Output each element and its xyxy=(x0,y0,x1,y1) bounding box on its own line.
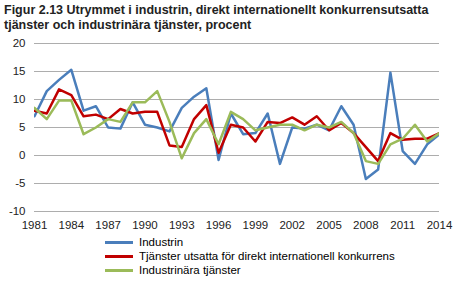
svg-text:1987: 1987 xyxy=(95,219,121,231)
svg-text:-10: -10 xyxy=(9,205,26,217)
svg-text:0: 0 xyxy=(19,149,25,161)
svg-text:15: 15 xyxy=(13,65,26,77)
svg-text:10: 10 xyxy=(13,93,26,105)
html-text:Figur 2.13 Utrymmet i industri: Figur 2.13 Utrymmet i industrin, direkt … xyxy=(4,3,429,32)
svg-text:2008: 2008 xyxy=(353,219,379,231)
svg-text:20: 20 xyxy=(13,37,26,49)
svg-text:1981: 1981 xyxy=(22,219,48,231)
svg-text:1993: 1993 xyxy=(169,219,195,231)
svg-text:1996: 1996 xyxy=(206,219,232,231)
svg-text:1999: 1999 xyxy=(243,219,269,231)
svg-text:5: 5 xyxy=(19,121,25,133)
svg-text:1990: 1990 xyxy=(132,219,158,231)
svg-text:-5: -5 xyxy=(15,177,25,189)
html-text:Industrinära tjänster: Industrinära tjänster xyxy=(139,264,241,276)
html-text:Tjänster utsatta för direkt in: Tjänster utsatta för direkt internatione… xyxy=(139,250,395,262)
svg-text:1984: 1984 xyxy=(59,219,85,231)
html-text:Industrin: Industrin xyxy=(139,236,184,248)
svg-text:2002: 2002 xyxy=(279,219,305,231)
svg-text:2005: 2005 xyxy=(316,219,342,231)
svg-text:2011: 2011 xyxy=(390,219,415,231)
svg-text:2014: 2014 xyxy=(427,219,453,231)
